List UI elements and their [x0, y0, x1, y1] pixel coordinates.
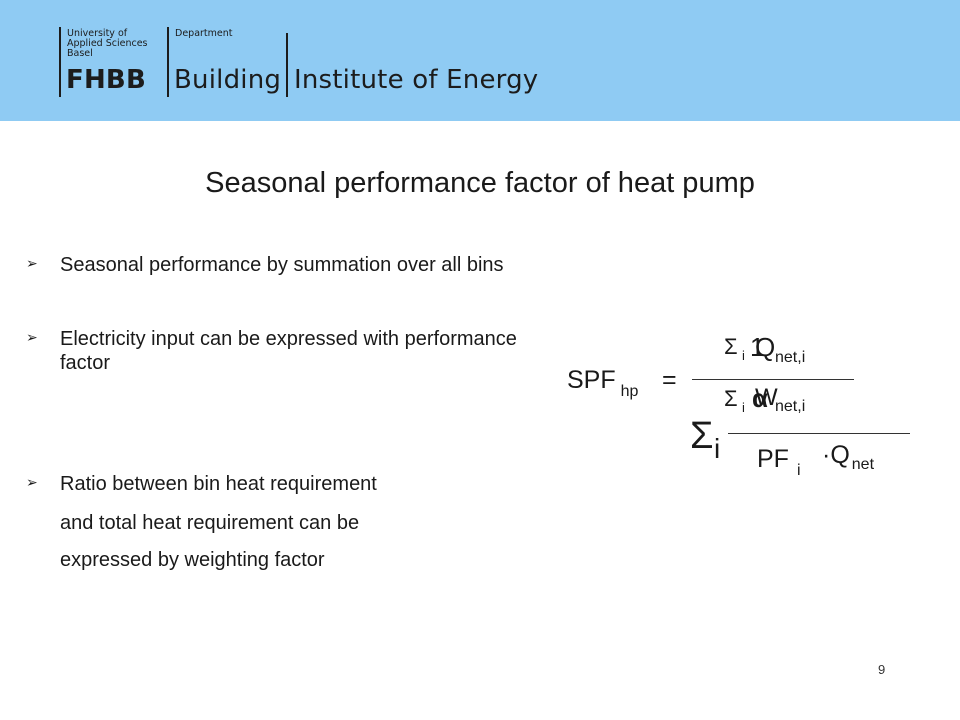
qnet-subscript: net [851, 456, 875, 473]
department-name: Building [174, 65, 282, 95]
numerator-overlay: 1 [750, 332, 765, 362]
qnet-symbol: ·Q net [822, 441, 875, 473]
bullet-continuation: and total heat requirement can be expres… [60, 505, 359, 579]
qnet-text: ·Q [822, 441, 850, 469]
university-name: University of Applied Sciences Basel [67, 29, 148, 59]
denominator-overlay: α [752, 383, 768, 413]
numerator-i: i [742, 348, 745, 363]
slide-title: Seasonal performance factor of heat pump [205, 167, 755, 199]
university-line-2: Applied Sciences [67, 38, 148, 49]
denominator-sigma: Σ [724, 386, 738, 411]
secondary-fraction-bar [728, 433, 910, 434]
arrow-bullet-icon: ➢ [26, 255, 38, 271]
spf-symbol: SPF [567, 366, 616, 394]
formula-lhs: SPF hp [567, 366, 638, 400]
university-line-1: University of [67, 28, 128, 39]
big-sigma: Σ [690, 415, 714, 457]
equals-sign: = [662, 366, 677, 394]
logo-divider-1 [59, 27, 61, 97]
continuation-line: expressed by weighting factor [60, 549, 325, 571]
numerator-subscript: net,i [775, 349, 806, 366]
university-line-3: Basel [67, 48, 93, 59]
denominator-w: W [755, 384, 778, 411]
pf-symbol: PF i [757, 445, 801, 479]
continuation-line: and total heat requirement can be [60, 512, 360, 534]
arrow-bullet-icon: ➢ [26, 329, 38, 345]
logo-divider-3 [286, 33, 288, 97]
bullet-text: Ratio between bin heat requirement [60, 473, 377, 495]
pf-text: PF [757, 445, 789, 473]
numerator-sigma: Σ [724, 334, 738, 359]
department-label: Department [175, 28, 233, 39]
logo-divider-2 [167, 27, 169, 97]
page-number: 9 [878, 662, 886, 677]
bullet-text: Electricity input can be expressed with … [60, 328, 517, 374]
spf-subscript: hp [620, 383, 639, 400]
bullet-text: Seasonal performance by summation over a… [60, 254, 504, 276]
arrow-bullet-icon: ➢ [26, 474, 38, 490]
fhbb-logo: FHBB [66, 65, 146, 95]
denominator-subscript: net,i [775, 398, 806, 415]
fraction-bar [692, 379, 854, 380]
header-banner: University of Applied Sciences Basel FHB… [0, 0, 960, 121]
numerator-q: Q [755, 332, 776, 362]
denominator-i: i [742, 400, 745, 415]
institute-name: Institute of Energy [294, 65, 539, 95]
pf-subscript: i [796, 462, 801, 479]
big-sigma-i: i [714, 433, 721, 464]
